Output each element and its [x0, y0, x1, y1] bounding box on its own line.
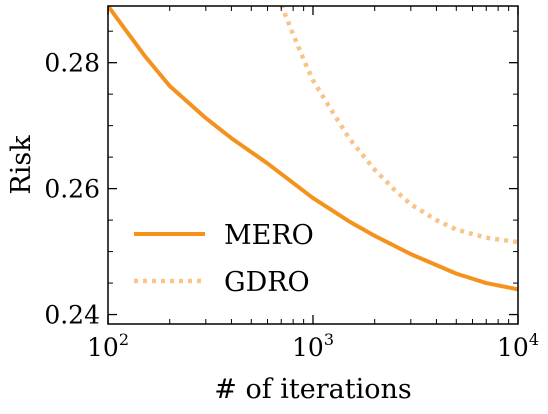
legend-label-mero: MERO: [224, 220, 314, 251]
plot-frame: [107, 5, 519, 325]
legend: MERO GDRO: [134, 220, 314, 298]
y-tick-label: 0.26: [44, 175, 100, 204]
x-axis-title: # of iterations: [214, 374, 412, 405]
x-tick-label: 103: [292, 330, 334, 362]
x-tick-label: 104: [497, 330, 539, 362]
series-line-mero: [108, 6, 518, 292]
y-tick-label: 0.28: [44, 49, 100, 78]
y-axis-title: Risk: [6, 135, 37, 195]
legend-label-gdro: GDRO: [224, 267, 310, 298]
series-line-gdro: [279, 6, 518, 245]
x-tick-label: 102: [87, 330, 129, 362]
y-tick-label: 0.24: [44, 301, 100, 330]
